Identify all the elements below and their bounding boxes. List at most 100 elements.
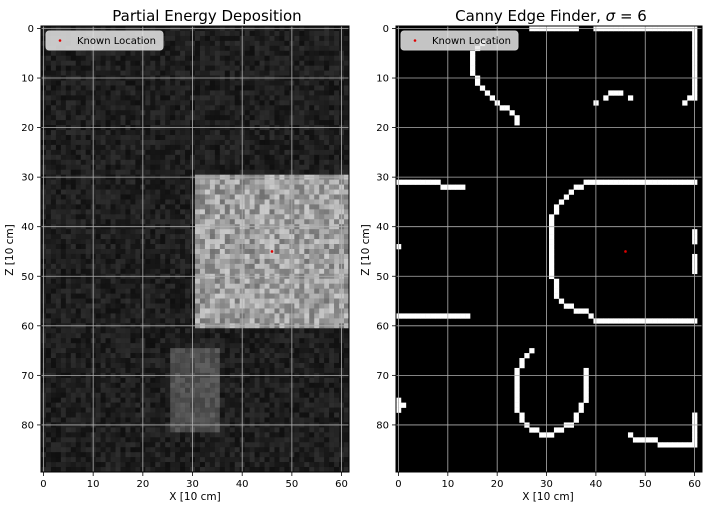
edge-pixel — [553, 209, 560, 215]
energy-deposition-panel: Partial Energy Deposition 0 10 20 30 40 50 600… — [4, 7, 350, 503]
edge-pixel — [509, 110, 515, 116]
edge-pixel — [563, 194, 570, 200]
edge-pixel — [583, 377, 589, 384]
edge-pixel — [637, 318, 644, 324]
edge-pixel — [474, 80, 481, 86]
edge-pixel — [435, 313, 441, 319]
edge-pixel — [514, 120, 520, 126]
known-location-marker — [270, 250, 274, 253]
edge-pixel — [573, 308, 579, 314]
edge-pixel — [405, 179, 412, 185]
edge-pixel — [657, 318, 663, 324]
edge-pixel — [425, 179, 431, 185]
x-tick-label: 30 — [540, 479, 553, 490]
edge-pixel — [539, 432, 545, 438]
edge-pixel — [662, 442, 668, 448]
edge-pixel — [514, 397, 520, 403]
y-tick-label: 40 — [376, 222, 389, 233]
edge-pixel — [549, 268, 555, 275]
edge-pixel — [672, 318, 678, 324]
edge-pixel — [627, 432, 634, 438]
edge-pixel — [455, 313, 461, 319]
edge-pixel — [465, 313, 471, 319]
edge-pixel — [608, 318, 614, 324]
legend-label: Known Location — [77, 36, 156, 47]
edge-pixel — [613, 318, 619, 324]
edge-pixel — [415, 179, 421, 185]
x-tick-label: 0 — [40, 479, 46, 490]
y-tick-label: 70 — [376, 371, 389, 382]
edge-pixel — [613, 179, 619, 185]
edge-pixel — [479, 85, 486, 91]
edge-pixel — [549, 239, 555, 245]
known-location-marker — [624, 250, 627, 253]
edge-pixel — [470, 60, 476, 66]
edge-pixel — [534, 427, 540, 433]
edge-pixel — [618, 90, 624, 96]
plot-frame — [40, 25, 350, 473]
edge-pixel — [455, 184, 461, 190]
edge-pixel — [667, 318, 673, 324]
edge-pixel — [578, 184, 584, 190]
edge-pixel — [514, 382, 520, 389]
edge-pixel — [627, 179, 634, 185]
edge-pixel — [519, 412, 525, 418]
x-tick-label: 20 — [136, 479, 149, 490]
edge-pixel — [583, 382, 589, 389]
edge-pixel — [677, 318, 683, 324]
x-tick-label: 60 — [335, 479, 348, 490]
y-tick-label: 50 — [21, 272, 34, 283]
edge-pixel — [563, 303, 570, 309]
edge-pixel — [667, 179, 673, 185]
edge-pixel — [623, 179, 629, 185]
y-tick-label: 0 — [28, 24, 34, 35]
edge-pixel — [553, 427, 560, 433]
edge-pixel — [608, 90, 614, 96]
edge-pixel — [632, 179, 639, 185]
y-tick-label: 80 — [21, 420, 34, 431]
y-tick-label: 60 — [376, 321, 389, 332]
legend: Known Location — [45, 30, 164, 51]
y-tick-label: 10 — [376, 74, 389, 85]
edge-pixel — [623, 318, 629, 324]
edge-pixel — [608, 179, 614, 185]
edge-pixel — [647, 179, 653, 185]
edge-pixel — [687, 95, 693, 101]
edge-pixel — [573, 417, 579, 423]
legend-marker — [413, 39, 417, 42]
edge-pixel — [583, 308, 589, 314]
right-y-axis-label: Z [10 cm] — [360, 224, 372, 275]
edge-pixel — [652, 437, 658, 443]
edge-pixel — [588, 313, 594, 319]
edge-pixel — [603, 179, 609, 185]
edge-pixel — [647, 318, 653, 324]
edge-pixel — [549, 219, 555, 225]
y-tick-label: 20 — [376, 123, 389, 134]
edge-pixel — [652, 318, 658, 324]
left-y-axis-label: Z [10 cm] — [4, 224, 16, 275]
y-tick-label: 20 — [21, 123, 34, 134]
edge-pixel — [558, 199, 565, 205]
canny-edge-panel: Canny Edge Finder, σ = 6 0 10 20 30 40 50 60 0 1… — [360, 7, 703, 503]
edge-pixel — [652, 179, 658, 185]
edge-pixel — [460, 313, 466, 319]
right-plot-area: 0 10 20 30 40 50 60 0 10 20 30 40 50 60 70 80 Known Loca… — [376, 24, 703, 490]
x-tick-label: 0 — [395, 479, 401, 490]
edge-pixel — [682, 100, 688, 106]
edge-pixel — [573, 184, 579, 190]
y-tick-label: 30 — [376, 173, 389, 184]
edge-pixel — [470, 55, 476, 61]
edge-pixel — [519, 362, 525, 369]
edge-pixel — [514, 115, 520, 121]
edge-pixel — [514, 377, 520, 384]
edge-pixel — [627, 95, 634, 101]
x-tick-label: 10 — [87, 479, 100, 490]
edge-pixel — [549, 249, 555, 255]
plot-frame — [395, 25, 703, 473]
edge-pixel — [583, 367, 589, 374]
y-tick-label: 40 — [21, 222, 34, 233]
edge-pixel — [553, 204, 560, 210]
edge-pixel — [632, 318, 639, 324]
edge-pixel — [603, 318, 609, 324]
